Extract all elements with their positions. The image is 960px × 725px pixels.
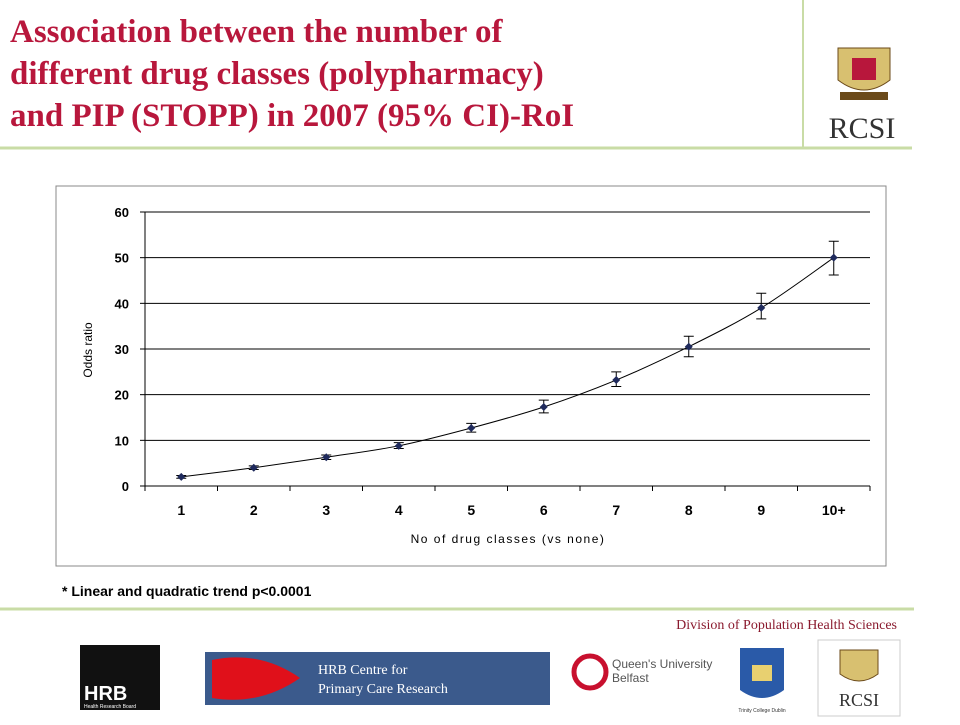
y-tick-label: 10 xyxy=(115,433,129,448)
x-tick-label: 6 xyxy=(540,502,548,518)
x-tick-label: 5 xyxy=(467,502,475,518)
x-tick-label: 9 xyxy=(757,502,765,518)
point xyxy=(757,303,766,312)
point xyxy=(177,472,186,481)
chart-frame xyxy=(55,185,887,567)
top-crest xyxy=(837,47,891,100)
y-tick-label: 50 xyxy=(115,251,129,266)
logo-text: Belfast xyxy=(612,671,649,685)
point xyxy=(829,253,838,262)
y-tick-label: 60 xyxy=(115,205,129,220)
logo-text: HRB xyxy=(84,683,127,705)
footnote: * Linear and quadratic trend p<0.0001 xyxy=(62,583,312,599)
point xyxy=(249,463,258,472)
logo-text: RCSI xyxy=(839,690,879,710)
point xyxy=(467,424,476,433)
title-line: and PIP (STOPP) in 2007 (95% CI)-RoI xyxy=(10,98,574,134)
x-tick-label: 10+ xyxy=(822,502,846,518)
y-tick-label: 20 xyxy=(115,388,129,403)
y-tick-label: 30 xyxy=(115,342,129,357)
logo-text: Queen's University xyxy=(612,657,712,671)
point xyxy=(322,453,331,462)
hrb-logo: HRB Health Research Board xyxy=(80,645,160,710)
logo-text: Health Research Board xyxy=(84,704,136,710)
point xyxy=(539,402,548,411)
point xyxy=(394,441,403,450)
point xyxy=(612,376,621,385)
x-tick-label: 8 xyxy=(685,502,693,518)
queens-logo: Queen's University Belfast xyxy=(571,653,712,691)
centre-logo: HRB Centre for Primary Care Research xyxy=(205,652,550,705)
logo-text: HRB Centre for xyxy=(318,663,408,678)
x-axis-label: No of drug classes (vs none) xyxy=(411,532,606,546)
y-tick-label: 0 xyxy=(122,479,129,494)
x-tick-label: 4 xyxy=(395,502,403,518)
trinity-logo: Trinity College Dublin xyxy=(738,648,786,714)
division: Division of Population Health Sciences xyxy=(676,618,897,633)
top-logo-text: RCSI xyxy=(829,112,896,145)
title-line: different drug classes (polypharmacy) xyxy=(10,56,544,92)
title-line: Association between the number of xyxy=(10,14,504,50)
y-tick-label: 40 xyxy=(115,296,129,311)
x-tick-label: 2 xyxy=(250,502,258,518)
x-tick-label: 3 xyxy=(322,502,330,518)
logo-text: Trinity College Dublin xyxy=(738,708,786,714)
trend-line xyxy=(181,257,835,478)
x-tick-label: 1 xyxy=(177,502,185,518)
rcsi-logo: RCSI xyxy=(817,639,901,717)
logo-text: Primary Care Research xyxy=(318,682,448,697)
x-tick-label: 7 xyxy=(612,502,620,518)
point xyxy=(684,342,693,351)
y-axis-label: Odds ratio xyxy=(81,322,95,378)
